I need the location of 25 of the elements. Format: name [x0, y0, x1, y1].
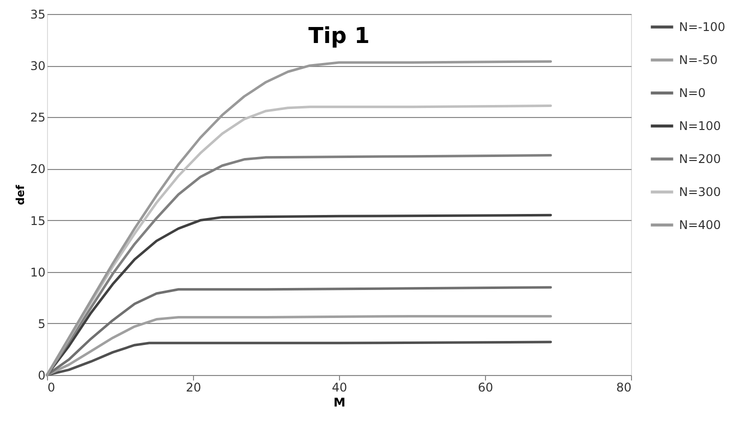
legend-label: N=0 — [679, 86, 706, 100]
x-axis-title: M — [334, 396, 346, 410]
legend-label: N=-50 — [679, 53, 718, 67]
chart-title: Tip 1 — [308, 24, 370, 49]
x-tick-label: 20 — [186, 380, 202, 394]
line-series — [46, 286, 552, 376]
x-tick-label: 40 — [332, 380, 348, 394]
line-series — [46, 340, 552, 376]
y-tick-label: 30 — [30, 59, 46, 74]
legend-label: N=400 — [679, 218, 721, 232]
y-tick-label: 15 — [30, 214, 46, 228]
y-axis-title: def — [14, 184, 28, 206]
y-tick-label: 10 — [30, 265, 46, 280]
x-tick-label: 80 — [616, 380, 632, 394]
y-tick-label: 35 — [30, 8, 46, 22]
y-tick-label: 20 — [30, 162, 46, 176]
y-tick-label: 5 — [38, 316, 46, 331]
x-tick-label: 60 — [478, 380, 494, 394]
y-tick-label: 0 — [38, 368, 46, 382]
x-tick-label: 0 — [48, 380, 56, 394]
legend-label: N=200 — [679, 152, 721, 166]
legend-label: N=-100 — [679, 20, 726, 34]
legend-label: N=300 — [679, 185, 721, 199]
legend-label: N=100 — [679, 119, 721, 133]
y-tick-label: 25 — [30, 110, 46, 125]
